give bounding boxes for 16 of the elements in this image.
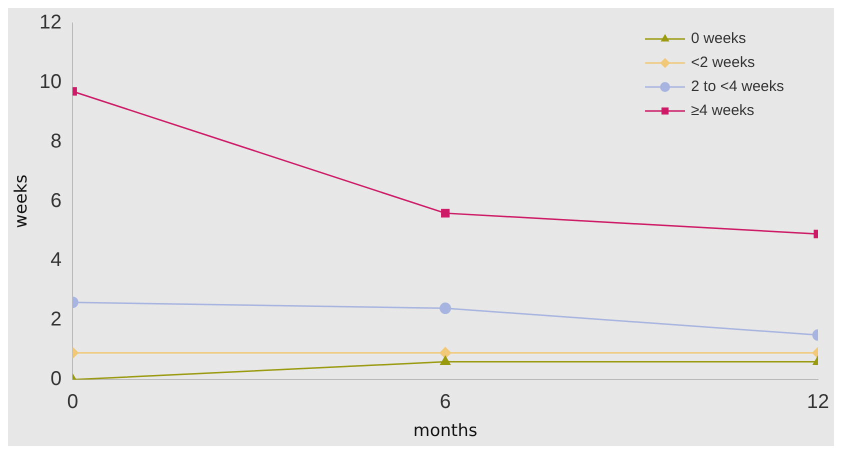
y-tick-label: 12 [39,12,62,34]
legend-label: 2 to <4 weeks [691,78,784,96]
y-tick-label: 8 [50,130,62,152]
legend-label: <2 weeks [691,54,755,72]
x-tick-label: 0 [67,391,78,414]
legend-label: ≥4 weeks [691,102,754,120]
legend-label: 0 weeks [691,30,746,48]
y-tick-label: 4 [50,249,62,272]
y-tick-label: 2 [50,308,62,331]
x-axis-title: months [413,421,478,442]
y-tick-label: 6 [50,190,62,212]
y-axis-title: weeks [12,174,32,228]
x-tick-label: 12 [806,391,830,414]
y-tick-label: 0 [50,368,62,390]
y-tick-label: 10 [39,70,62,93]
x-tick-label: 6 [440,391,451,414]
